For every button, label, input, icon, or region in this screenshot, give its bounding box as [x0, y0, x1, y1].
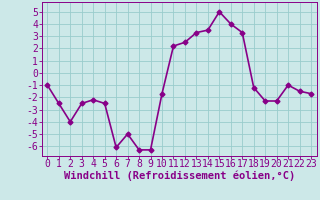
X-axis label: Windchill (Refroidissement éolien,°C): Windchill (Refroidissement éolien,°C) — [64, 171, 295, 181]
